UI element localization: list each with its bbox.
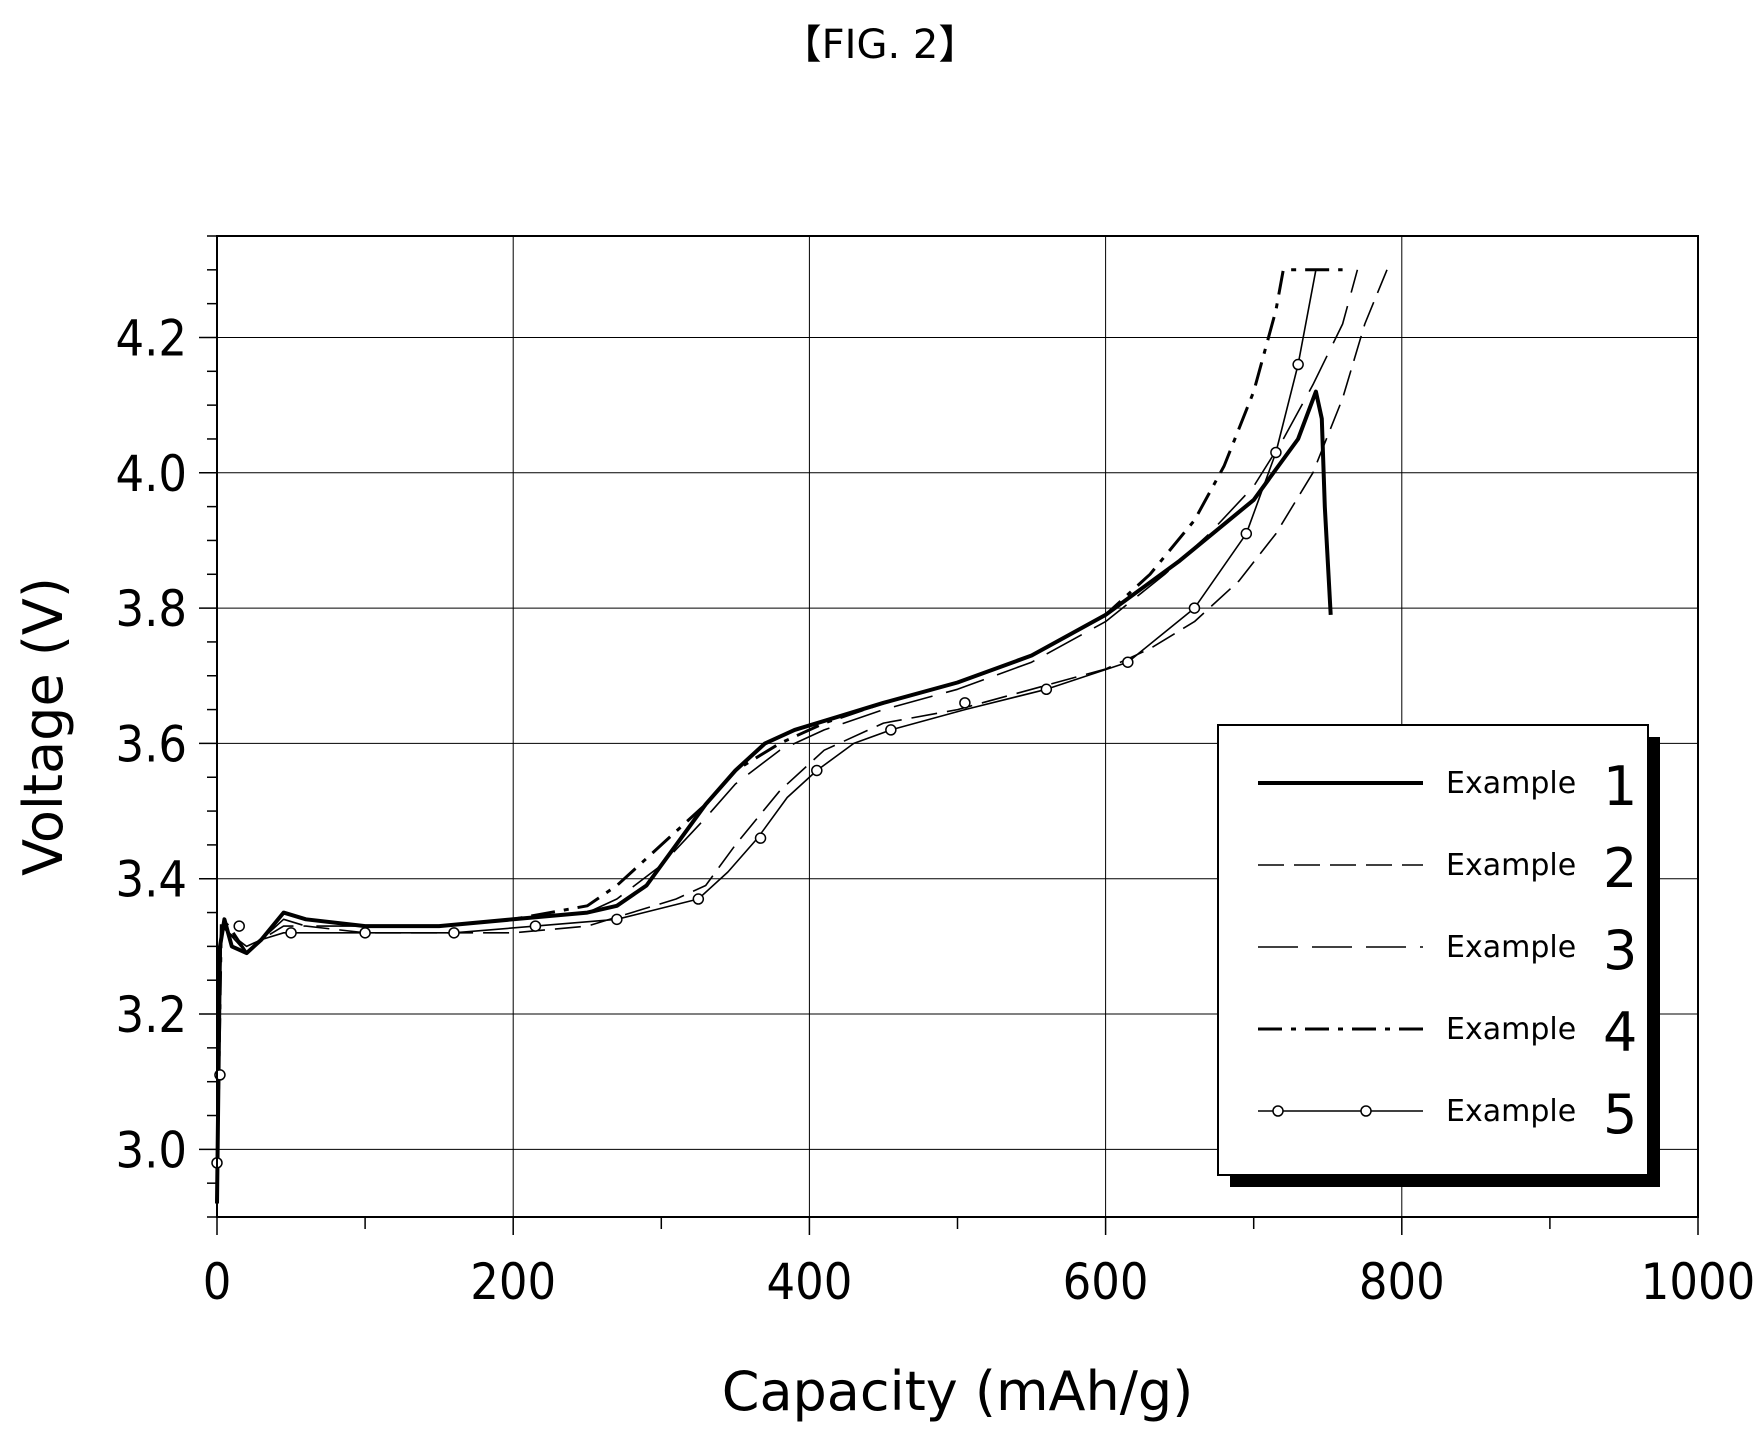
series-line-example-4 [217,270,1343,1183]
legend: Example 1 Example 2 Example 3 Example 4 Example 5 [1218,725,1660,1187]
series-5-marker [886,725,896,735]
legend-label-5: Example [1446,1094,1576,1129]
y-axis-title: Voltage (V) [12,577,75,876]
series-5-marker [360,928,370,938]
y-tick-label-3: 3.6 [115,715,187,773]
series-5-marker [1041,684,1051,694]
x-tick-label-0: 0 [203,1253,232,1311]
x-tick-label-4: 800 [1359,1253,1445,1311]
series-5-marker [1123,657,1133,667]
legend-number-4: 4 [1603,1001,1637,1064]
legend-number-1: 1 [1603,755,1637,818]
x-axis-title: Capacity (mAh/g) [722,1360,1194,1423]
x-tick-label-1: 200 [470,1253,556,1311]
series-5-marker [449,928,459,938]
series-5-marker [693,894,703,904]
legend-label-1: Example [1446,766,1576,801]
series-5-marker [234,921,244,931]
series-5-marker [812,765,822,775]
legend-marker [1361,1106,1371,1116]
y-tick-label-4: 3.8 [115,580,187,638]
series-5-marker [1189,603,1199,613]
series-5-marker [756,833,766,843]
series-5-marker [530,921,540,931]
series-line-example-5 [217,270,1316,1183]
series-line-example-3 [217,270,1357,1183]
x-tick-label-3: 600 [1063,1253,1149,1311]
series-layer [212,270,1387,1204]
y-tick-label-6: 4.2 [115,309,187,367]
legend-number-2: 2 [1603,837,1637,900]
y-tick-label-1: 3.2 [115,986,187,1044]
x-tick-label-2: 400 [766,1253,852,1311]
legend-marker [1273,1106,1283,1116]
series-5-marker [1271,447,1281,457]
series-5-marker [1293,360,1303,370]
y-tick-label-5: 4.0 [115,445,187,503]
legend-label-3: Example [1446,930,1576,965]
series-5-marker [960,698,970,708]
legend-number-5: 5 [1603,1083,1637,1146]
series-5-marker [612,914,622,924]
x-tick-label-5: 1000 [1641,1253,1755,1311]
legend-label-4: Example [1446,1012,1576,1047]
y-tick-label-2: 3.4 [115,851,187,909]
legend-label-2: Example [1446,848,1576,883]
y-tick-label-0: 3.0 [115,1121,187,1179]
series-5-marker [1241,529,1251,539]
legend-number-3: 3 [1603,919,1637,982]
series-5-marker [286,928,296,938]
